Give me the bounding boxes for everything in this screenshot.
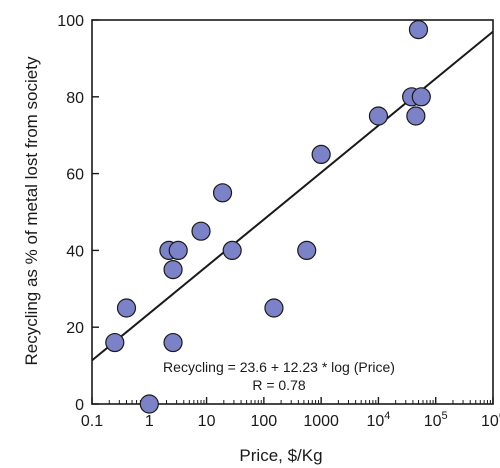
x-axis-label: Price, $/Kg [239,446,322,465]
data-point [311,144,331,164]
plot-frame [91,19,494,405]
x-tick-label: 100 [251,413,278,430]
data-point [264,298,284,318]
data-point [168,240,188,260]
plot-layer: 0 20 40 60 80 100 0.1 1 10 100 1000 104 105 106 [57,13,500,430]
y-tick-label: 0 [75,397,84,414]
regression-equation: Recycling = 23.6 + 12.23 * log (Price) [163,359,395,375]
data-point [297,240,317,260]
data-point [212,183,233,203]
data-point [116,298,137,318]
correlation-coefficient: R = 0.78 [252,377,306,393]
data-point [222,240,242,260]
y-axis-label: Recycling as % of metal lost from societ… [22,56,41,365]
data-point [368,106,389,126]
data-point [105,332,125,353]
x-tick-label: 1 [145,413,154,430]
x-tick-label: 106 [481,410,500,430]
data-point [408,20,429,40]
y-tick-label: 40 [66,243,84,260]
data-point [191,221,211,241]
y-tick-label: 20 [66,320,84,337]
x-tick-exponent: 4 [384,410,390,422]
x-tick-label: 10 [198,413,216,430]
regression-line [91,30,494,362]
y-tick-label: 60 [66,167,84,184]
x-tick-label: 0.1 [81,413,103,430]
x-tick-exponent: 5 [442,410,448,422]
data-point [163,332,183,353]
x-tick-label: 104 [366,410,390,430]
y-tick-label: 100 [57,13,84,30]
data-point [406,106,426,126]
x-tick-label: 1000 [303,413,339,430]
data-point [163,260,183,280]
data-point [139,394,159,414]
y-tick-label: 80 [66,90,84,107]
x-tick-exponent: 6 [499,410,500,422]
data-point [411,87,431,107]
x-tick-label: 105 [424,410,448,430]
